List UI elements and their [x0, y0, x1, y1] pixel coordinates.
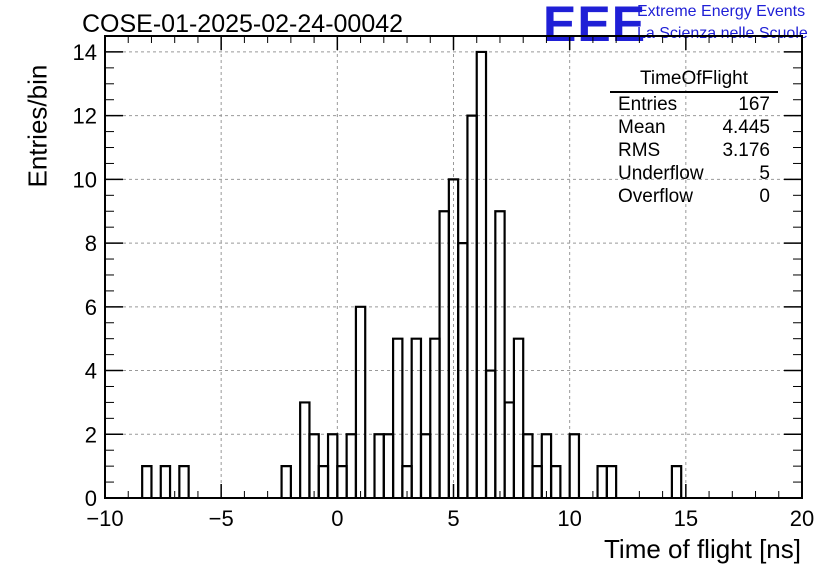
- stats-label: Overflow: [618, 186, 693, 207]
- stats-value: 5: [759, 163, 770, 184]
- histogram-bin: [512, 337, 525, 498]
- histogram-bin: [299, 401, 311, 498]
- histogram-bin: [410, 337, 423, 498]
- histogram-bin: [503, 401, 516, 498]
- histogram-bin: [317, 465, 330, 498]
- stats-label: RMS: [618, 140, 661, 161]
- y-tick-label: 12: [73, 104, 97, 129]
- histogram-bin: [178, 465, 190, 498]
- stats-row-mean: Mean 4.445: [610, 116, 778, 139]
- x-tick-label: −10: [86, 506, 123, 531]
- x-tick-label: 15: [674, 506, 698, 531]
- eee-logo-mark: EEE: [543, 0, 647, 52]
- histogram-bin: [141, 465, 153, 498]
- stats-row-entries: Entries 167: [610, 93, 778, 116]
- histogram-bin: [568, 433, 581, 498]
- y-tick-label: 4: [85, 359, 97, 384]
- x-tick-label: 10: [557, 506, 581, 531]
- stats-value: 3.176: [722, 140, 770, 161]
- histogram-bin: [391, 337, 404, 498]
- stats-box-title: TimeOfFlight: [610, 68, 778, 93]
- x-tick-label: −5: [209, 506, 234, 531]
- histogram-bin: [522, 433, 534, 498]
- stats-value: 0: [759, 186, 770, 207]
- stats-row-underflow: Underflow 5: [610, 162, 778, 185]
- logo-caption-line1: Extreme Energy Events: [637, 3, 806, 20]
- histogram-bin: [419, 433, 432, 498]
- histogram-bin: [382, 433, 395, 498]
- logo-caption-line2: La Scienza nelle Scuole: [637, 25, 808, 42]
- histogram-bin: [596, 465, 608, 498]
- y-tick-label: 10: [73, 167, 97, 192]
- histogram-bin: [429, 337, 441, 498]
- histogram-bin: [280, 465, 292, 498]
- y-tick-label: 6: [85, 295, 97, 320]
- stats-box: TimeOfFlight Entries 167 Mean 4.445 RMS …: [610, 68, 778, 208]
- histogram-bin: [336, 465, 348, 498]
- histogram-bin: [438, 210, 450, 498]
- histogram-bin: [540, 433, 553, 498]
- y-tick-label: 14: [73, 40, 97, 65]
- stats-label: Underflow: [618, 163, 704, 184]
- stats-row-overflow: Overflow 0: [610, 185, 778, 208]
- y-tick-label: 2: [85, 422, 97, 447]
- stats-row-rms: RMS 3.176: [610, 139, 778, 162]
- histogram-bin: [475, 50, 488, 498]
- histogram-bin: [326, 433, 339, 498]
- x-tick-label: 20: [790, 506, 814, 531]
- histogram-bin: [345, 433, 358, 498]
- stats-label: Entries: [618, 94, 678, 115]
- histogram-bin: [159, 465, 172, 498]
- histogram-bin: [354, 305, 367, 498]
- histogram-bin: [670, 465, 683, 498]
- stats-value: 167: [738, 94, 770, 115]
- x-tick-label: 0: [331, 506, 343, 531]
- plot-frame: [104, 35, 803, 499]
- x-axis-label: Time of flight [ns]: [604, 534, 801, 564]
- histogram-bin: [373, 433, 385, 498]
- histogram-bin: [531, 465, 543, 498]
- grid-lines: [105, 36, 802, 498]
- histogram-bin: [494, 210, 506, 498]
- stats-value: 4.445: [722, 117, 770, 138]
- histogram-bin: [308, 433, 320, 498]
- y-tick-label: 8: [85, 231, 97, 256]
- y-tick-label: 0: [85, 486, 97, 511]
- histogram-bin: [549, 465, 562, 498]
- chart-title: COSE-01-2025-02-24-00042: [82, 10, 404, 38]
- y-axis-label: Entries/bin: [22, 64, 53, 188]
- histogram-bars: [141, 50, 683, 498]
- stats-label: Mean: [618, 117, 666, 138]
- x-tick-label: 5: [447, 506, 459, 531]
- histogram-bin: [605, 465, 618, 498]
